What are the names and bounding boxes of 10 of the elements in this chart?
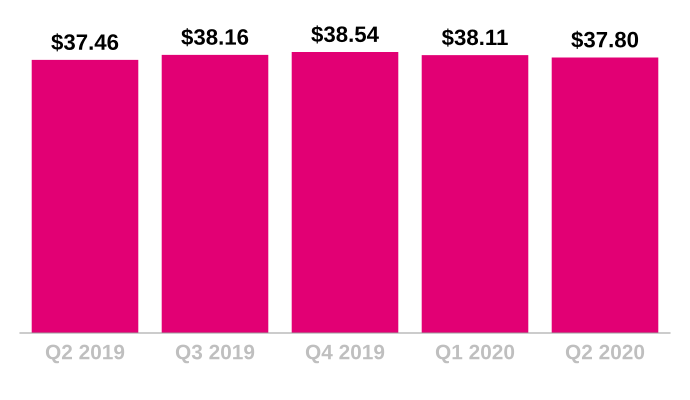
x-tick-label: Q3 2019 bbox=[176, 344, 254, 364]
x-tick-label: Q4 2019 bbox=[306, 344, 384, 364]
data-label: $38.54 bbox=[311, 25, 379, 44]
data-label: $38.11 bbox=[442, 28, 508, 47]
x-tick-label: Q1 2020 bbox=[436, 344, 514, 364]
x-tick-label: Q2 2019 bbox=[46, 344, 124, 364]
x-tick-label: Q2 2020 bbox=[566, 344, 644, 364]
data-label: $37.46 bbox=[51, 33, 118, 52]
data-label: $38.16 bbox=[181, 28, 248, 46]
data-label: $37.80 bbox=[571, 30, 638, 49]
